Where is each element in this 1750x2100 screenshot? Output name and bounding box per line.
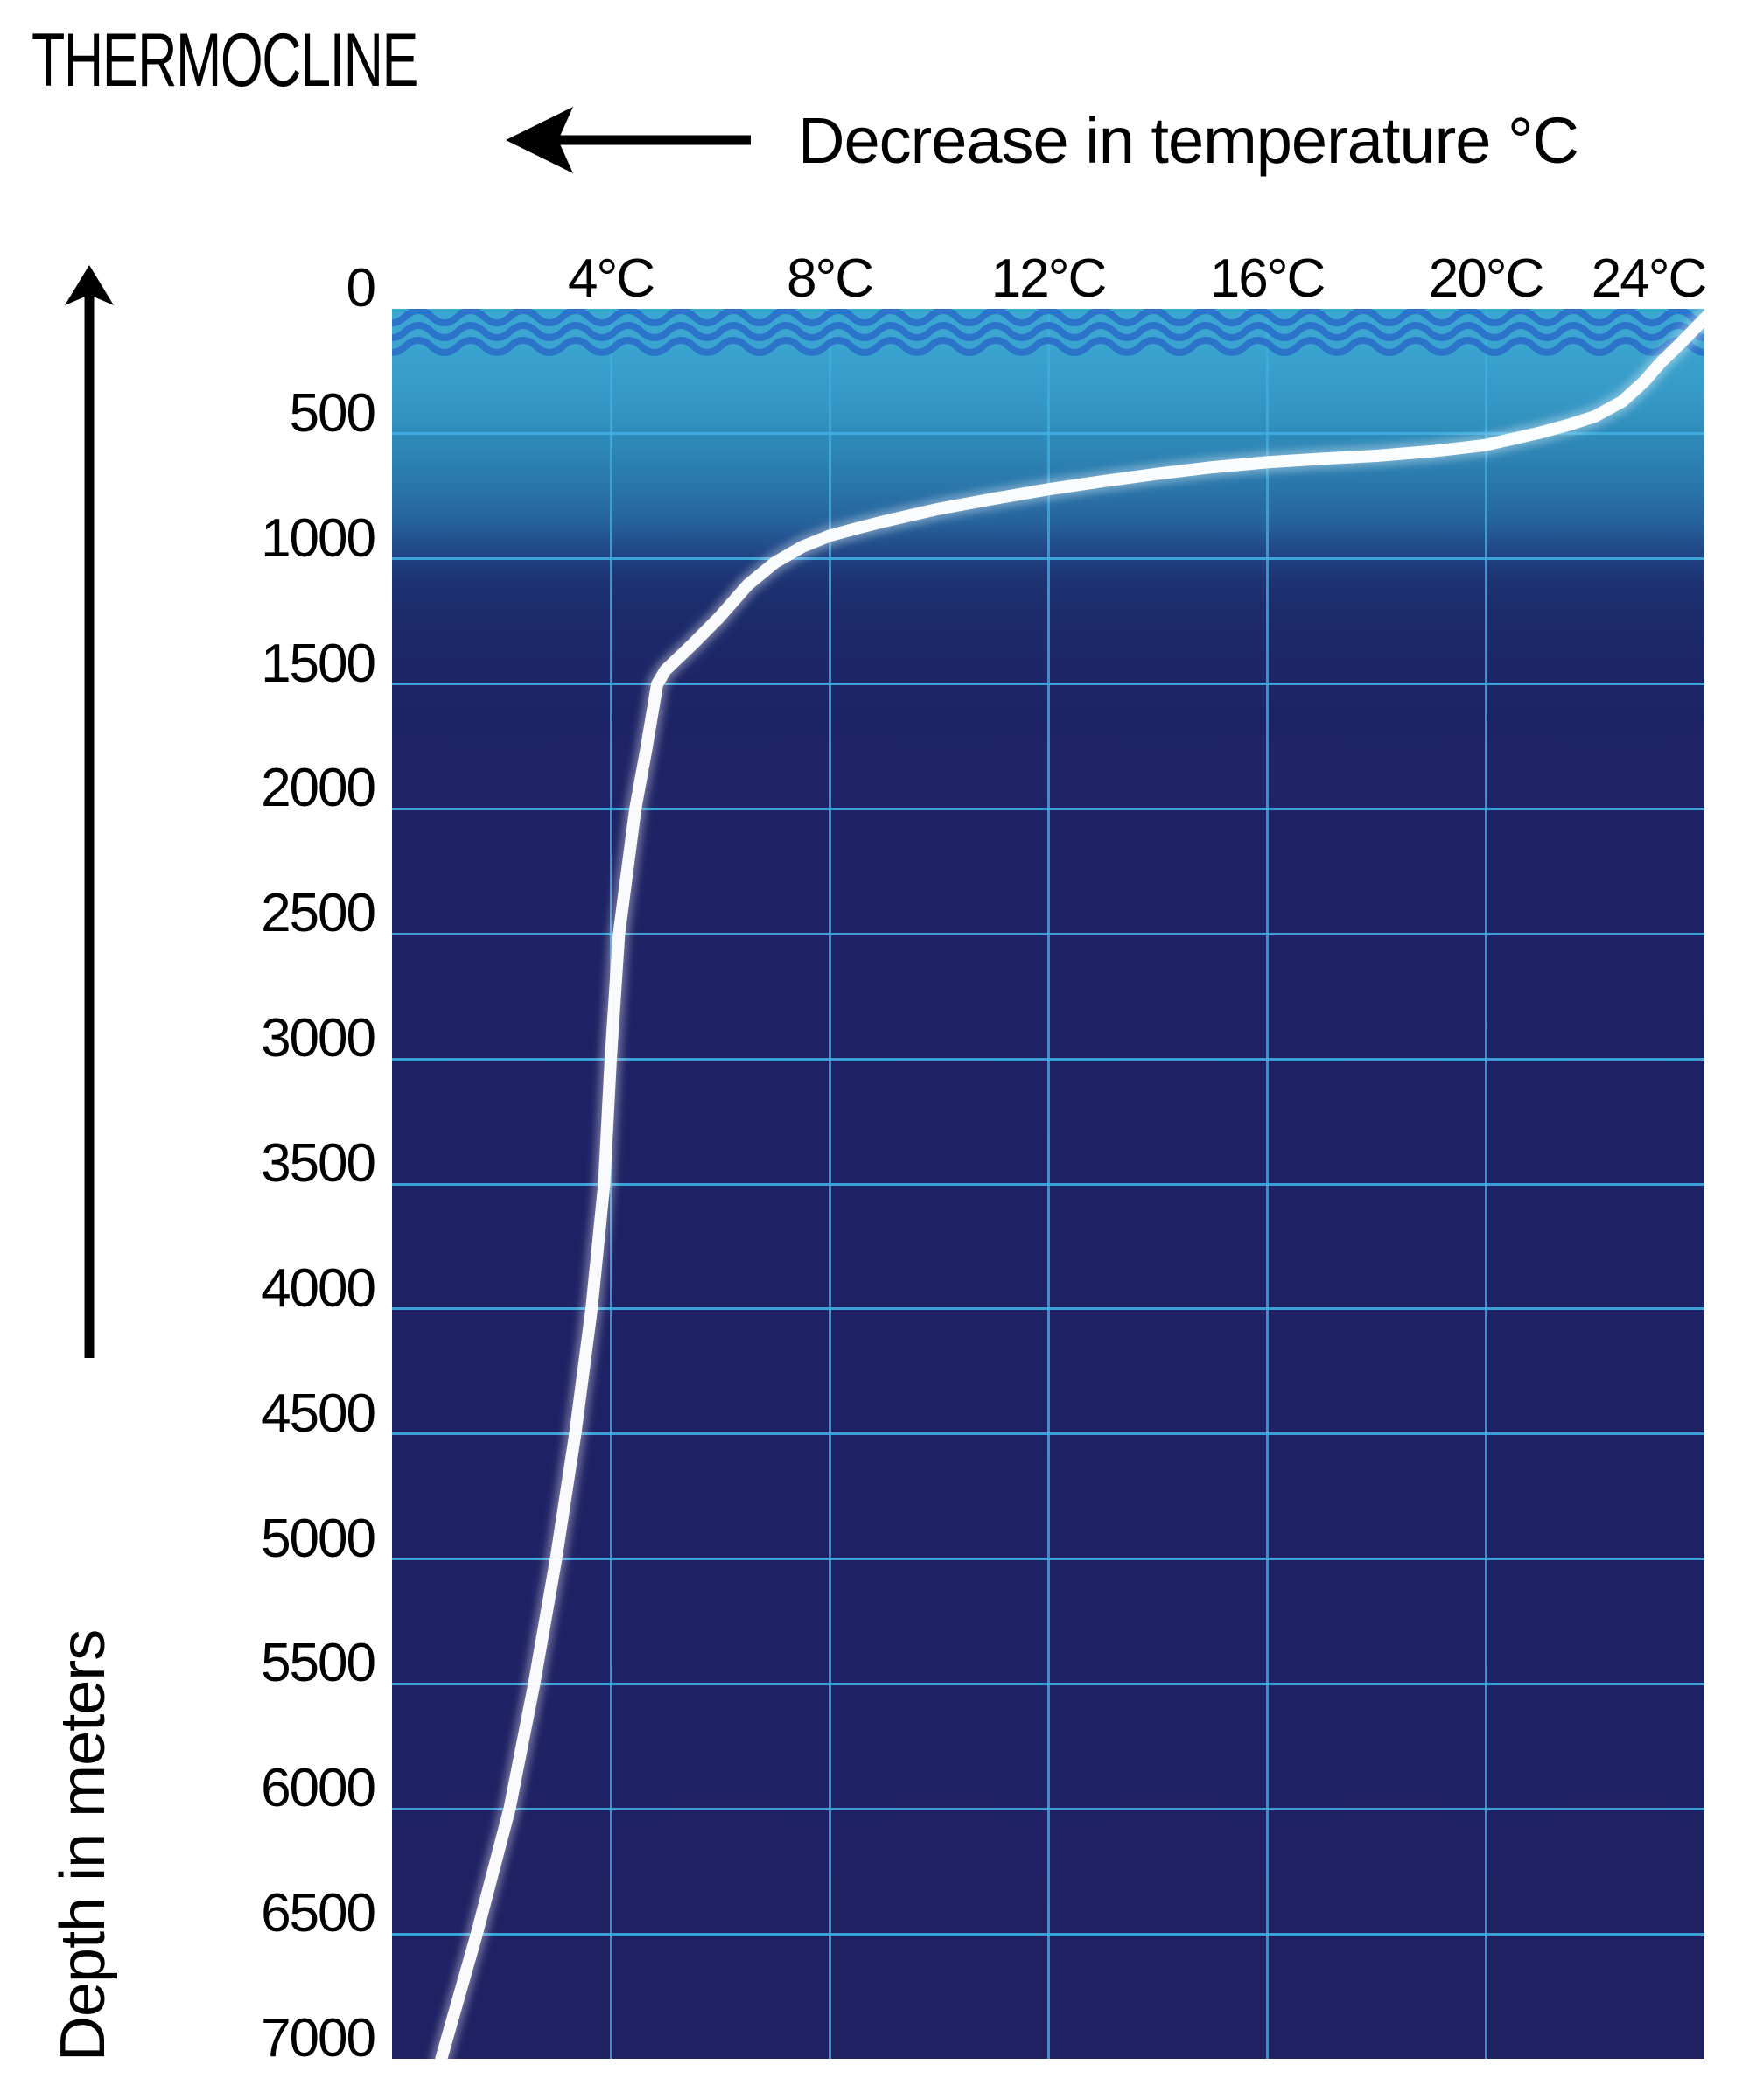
- page-title: THERMOCLINE: [32, 18, 418, 102]
- water-surface-waves-icon: [392, 309, 1704, 356]
- x-tick-label-16: 16°C: [1209, 248, 1326, 309]
- y-tick-label-5500: 5500: [261, 1633, 376, 1694]
- x-tick-label-4: 4°C: [567, 248, 655, 309]
- x-tick-label-24: 24°C: [1591, 248, 1708, 309]
- y-tick-label-1000: 1000: [261, 508, 376, 569]
- gridline-temp-8: [828, 309, 831, 2059]
- x-tick-label-12: 12°C: [990, 248, 1108, 309]
- y-tick-label-7000: 7000: [261, 2008, 376, 2068]
- wave-row-3: [392, 337, 1704, 356]
- wave-row-2: [392, 322, 1704, 341]
- y-tick-label-3000: 3000: [261, 1008, 376, 1069]
- gridline-temp-16: [1265, 309, 1269, 2059]
- temperature-curve-glow: [430, 309, 1704, 2059]
- y-tick-label-1500: 1500: [261, 633, 376, 694]
- y-axis-title: Depth in meters: [48, 1629, 118, 2062]
- y-tick-label-5000: 5000: [261, 1508, 376, 1569]
- y-tick-label-4500: 4500: [261, 1382, 376, 1444]
- wave-row-1: [392, 309, 1704, 326]
- temperature-curve-line: [435, 310, 1704, 2059]
- y-tick-label-6000: 6000: [261, 1758, 376, 1819]
- y-tick-label-2500: 2500: [261, 883, 376, 944]
- y-tick-label-0: 0: [346, 258, 376, 318]
- y-tick-label-500: 500: [289, 382, 376, 444]
- y-tick-label-6500: 6500: [261, 1883, 376, 1944]
- plot-area: [392, 309, 1704, 2059]
- up-arrow-icon: [65, 265, 114, 1358]
- gridline-temp-20: [1484, 309, 1488, 2059]
- x-axis-title: Decrease in temperature °C: [798, 104, 1579, 177]
- y-tick-label-2000: 2000: [261, 758, 376, 819]
- left-arrow-icon: [506, 107, 751, 173]
- x-tick-label-20: 20°C: [1428, 248, 1545, 309]
- temperature-curve: [430, 309, 1704, 2059]
- y-tick-label-3500: 3500: [261, 1133, 376, 1194]
- y-tick-label-4000: 4000: [261, 1257, 376, 1319]
- x-tick-label-8: 8°C: [786, 248, 874, 309]
- gridline-temp-12: [1046, 309, 1050, 2059]
